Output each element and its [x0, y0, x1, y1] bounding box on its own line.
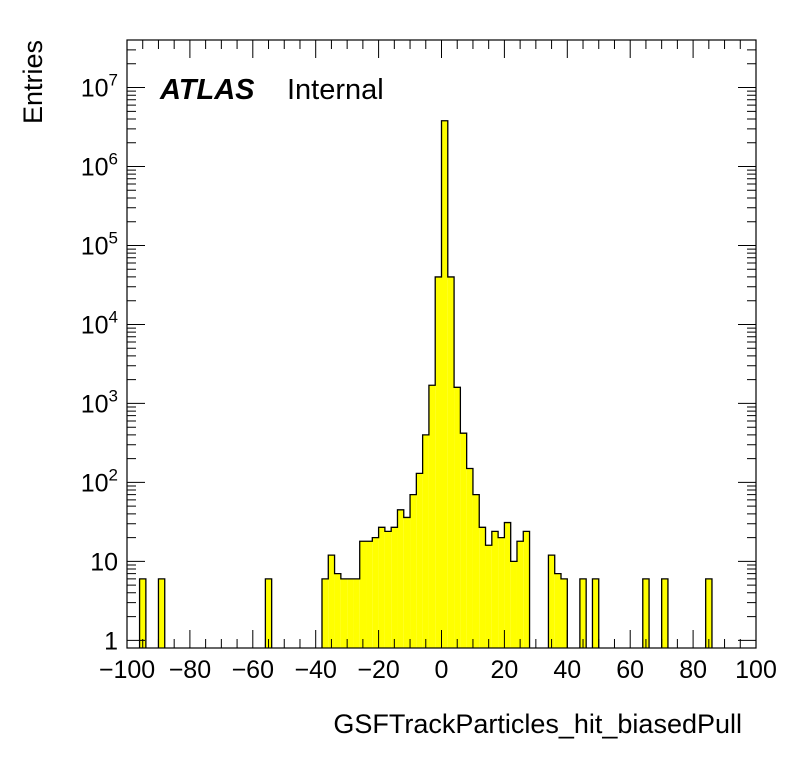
histogram-bars	[138, 120, 713, 648]
histogram-bar	[428, 385, 436, 648]
y-tick-label: 106	[81, 150, 118, 182]
histogram-bar	[321, 578, 329, 648]
histogram-bar	[548, 555, 555, 648]
histogram-bar	[498, 537, 505, 648]
histogram-bar	[454, 387, 461, 648]
y-tick-label: 105	[81, 228, 118, 260]
x-tick-labels: −100 −80 −60 −40 −20 0 20 40 60 80 100	[99, 656, 777, 684]
histogram-bar	[359, 541, 367, 648]
x-tick-label: −80	[169, 656, 211, 684]
experiment-label: ATLAS	[159, 74, 255, 106]
histogram-bar	[328, 555, 335, 648]
histogram-bar	[384, 531, 392, 648]
histogram-bar	[391, 527, 398, 648]
x-axis-title: GSFTrackParticles_hit_biasedPull	[333, 709, 742, 739]
y-axis-title: Entries	[18, 40, 48, 124]
histogram-bar	[554, 573, 562, 648]
histogram-bar	[472, 494, 480, 648]
histogram-bar	[466, 468, 473, 648]
histogram-bar	[504, 522, 511, 648]
histogram-bar	[661, 578, 668, 648]
histogram-outline	[138, 120, 713, 648]
histogram-bar	[139, 578, 146, 648]
x-tick-label: −100	[99, 656, 155, 684]
histogram-bar	[491, 531, 499, 648]
status-label: Internal	[287, 74, 384, 106]
histogram-bar	[561, 578, 568, 648]
histogram-bar	[447, 276, 455, 648]
histogram-bar	[158, 578, 165, 648]
y-tick-label: 107	[81, 71, 118, 103]
histogram-bar	[334, 573, 341, 648]
x-tick-label: 0	[435, 656, 449, 684]
y-tick-label: 102	[81, 465, 118, 497]
histogram-bar	[510, 561, 517, 648]
x-tick-label: 100	[735, 656, 777, 684]
y-tick-label: 103	[81, 386, 118, 418]
y-tick-labels: 1 10 102 103 104 105 106 107	[81, 71, 118, 656]
x-tick-label: −20	[357, 656, 399, 684]
plot-frame	[126, 39, 757, 649]
x-tick-label: −40	[294, 656, 336, 684]
histogram-bar	[460, 433, 467, 648]
histogram-bar	[516, 541, 524, 648]
histogram-bar	[579, 578, 587, 648]
x-tick-label: 20	[490, 656, 518, 684]
histogram-bar	[479, 527, 486, 648]
histogram-bar	[441, 120, 448, 648]
histogram-bar	[435, 276, 442, 648]
histogram-bar	[403, 517, 411, 648]
histogram-bar	[372, 537, 379, 648]
histogram-bar	[523, 531, 530, 648]
histogram-bar	[397, 509, 404, 648]
histogram-bar	[422, 434, 429, 648]
x-tick-label: 80	[679, 656, 707, 684]
y-tick-label: 1	[104, 627, 118, 655]
x-tick-label: 60	[616, 656, 644, 684]
histogram-bar	[265, 578, 272, 648]
histogram-bar	[340, 578, 348, 648]
x-tick-label: −60	[232, 656, 274, 684]
histogram-bar	[642, 578, 650, 648]
y-tick-label: 104	[81, 307, 118, 339]
y-tick-label: 10	[90, 548, 118, 576]
histogram-bar	[366, 541, 373, 648]
histogram-bar	[416, 473, 423, 648]
histogram-bar	[378, 527, 385, 648]
histogram-bar	[353, 578, 360, 648]
histogram-bar	[410, 494, 417, 648]
histogram-bar	[347, 578, 354, 648]
histogram-bar	[592, 578, 599, 648]
histogram-bar	[705, 578, 712, 648]
x-tick-label: 40	[553, 656, 581, 684]
histogram-bar	[485, 545, 492, 648]
